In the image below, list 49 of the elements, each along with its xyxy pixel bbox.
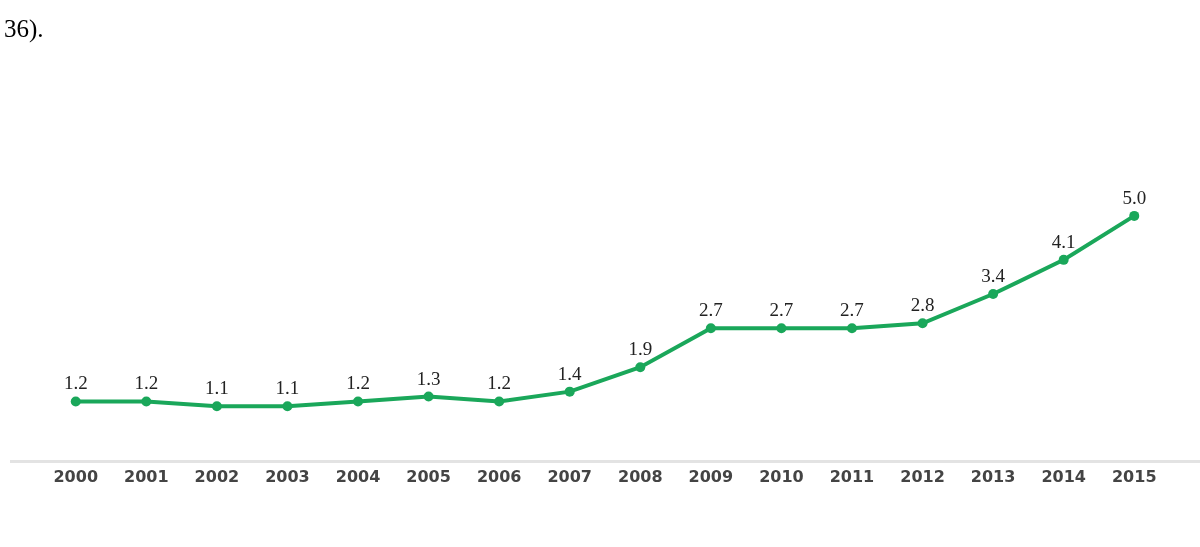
x-tick-label: 2009 bbox=[688, 467, 734, 487]
x-tick-label: 2006 bbox=[476, 467, 522, 487]
point bbox=[211, 401, 222, 412]
point bbox=[141, 396, 152, 407]
data-label: 2.7 bbox=[769, 299, 794, 321]
x-tick-label: 2005 bbox=[406, 467, 451, 487]
x-tick-label: 2004 bbox=[335, 467, 381, 487]
data-label: 1.9 bbox=[628, 338, 653, 360]
data-label: 1.2 bbox=[134, 372, 159, 394]
data-label: 3.4 bbox=[981, 265, 1006, 287]
point bbox=[635, 362, 646, 373]
x-tick-label: 2001 bbox=[124, 467, 169, 487]
data-label: 1.1 bbox=[275, 377, 300, 399]
x-tick-label: 2007 bbox=[547, 467, 592, 487]
point bbox=[776, 323, 787, 334]
data-label: 1.4 bbox=[557, 362, 583, 384]
data-label: 1.1 bbox=[205, 377, 229, 399]
x-tick-label: 2011 bbox=[829, 467, 875, 487]
data-label: 1.2 bbox=[487, 372, 512, 394]
data-label: 5.0 bbox=[1122, 186, 1147, 208]
x-tick-label: 2008 bbox=[618, 467, 663, 487]
point bbox=[564, 386, 575, 397]
data-label: 2.7 bbox=[698, 299, 723, 321]
x-tick-label: 2015 bbox=[1111, 467, 1157, 487]
point bbox=[988, 289, 999, 300]
point bbox=[846, 323, 857, 334]
x-tick-label: 2014 bbox=[1041, 467, 1086, 487]
x-tick-label: 2003 bbox=[265, 467, 310, 487]
data-label: 4.1 bbox=[1051, 230, 1076, 252]
x-tick-label: 2010 bbox=[759, 467, 804, 487]
point bbox=[705, 323, 716, 334]
x-tick-label: 2012 bbox=[900, 467, 945, 487]
point bbox=[917, 318, 928, 329]
point bbox=[70, 396, 81, 407]
point bbox=[494, 396, 505, 407]
point bbox=[1129, 210, 1140, 221]
data-label: 1.2 bbox=[63, 372, 88, 394]
data-label: 2.8 bbox=[910, 294, 935, 316]
point bbox=[423, 391, 434, 402]
text: 36). bbox=[4, 15, 44, 43]
data-label: 2.7 bbox=[840, 299, 864, 321]
x-tick-label: 2013 bbox=[970, 467, 1016, 487]
point bbox=[1058, 254, 1069, 265]
data-label: 1.2 bbox=[346, 372, 370, 394]
data-label: 1.3 bbox=[416, 367, 441, 389]
x-tick-label: 2000 bbox=[53, 467, 99, 487]
x-tick-label: 2002 bbox=[194, 467, 240, 487]
point bbox=[353, 396, 364, 407]
point bbox=[282, 401, 293, 412]
